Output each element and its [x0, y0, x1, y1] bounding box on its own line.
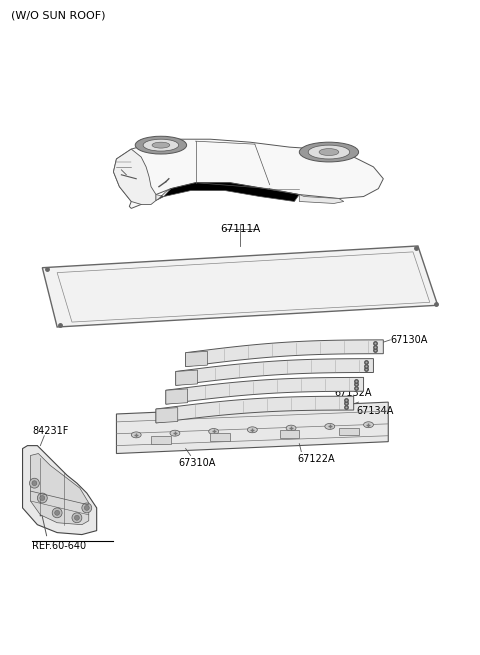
- Polygon shape: [166, 377, 363, 404]
- Text: 67130A: 67130A: [390, 335, 428, 345]
- FancyBboxPatch shape: [279, 430, 300, 438]
- Ellipse shape: [247, 427, 257, 433]
- Circle shape: [74, 515, 79, 520]
- Polygon shape: [23, 445, 96, 534]
- Ellipse shape: [131, 432, 141, 438]
- Polygon shape: [113, 140, 384, 208]
- Circle shape: [37, 493, 47, 503]
- Polygon shape: [156, 407, 178, 423]
- Ellipse shape: [308, 145, 350, 159]
- Circle shape: [52, 508, 62, 517]
- Polygon shape: [166, 389, 188, 404]
- Text: 84231F: 84231F: [33, 426, 69, 436]
- Text: 67134A: 67134A: [357, 406, 394, 416]
- Ellipse shape: [135, 136, 187, 154]
- Ellipse shape: [143, 140, 179, 151]
- Polygon shape: [300, 195, 344, 204]
- Polygon shape: [186, 351, 207, 367]
- Ellipse shape: [363, 422, 373, 428]
- Ellipse shape: [209, 428, 218, 434]
- Text: 67111A: 67111A: [220, 224, 260, 234]
- Ellipse shape: [319, 149, 339, 155]
- Polygon shape: [117, 402, 388, 453]
- Text: 67122A: 67122A: [297, 453, 335, 464]
- Ellipse shape: [152, 142, 170, 148]
- Circle shape: [55, 510, 60, 515]
- Polygon shape: [176, 359, 373, 385]
- Circle shape: [72, 513, 82, 523]
- Ellipse shape: [325, 424, 335, 430]
- Text: REF.60-640: REF.60-640: [33, 540, 86, 550]
- Ellipse shape: [300, 142, 359, 162]
- FancyBboxPatch shape: [151, 436, 171, 443]
- Circle shape: [82, 503, 92, 513]
- FancyBboxPatch shape: [339, 428, 359, 436]
- Ellipse shape: [170, 430, 180, 436]
- Polygon shape: [42, 246, 438, 327]
- Circle shape: [32, 481, 37, 485]
- Polygon shape: [156, 183, 300, 202]
- Polygon shape: [156, 396, 354, 423]
- Circle shape: [29, 478, 39, 488]
- Circle shape: [40, 496, 45, 500]
- Polygon shape: [186, 340, 384, 367]
- Text: 67310A: 67310A: [179, 458, 216, 468]
- Circle shape: [84, 506, 89, 510]
- Text: 67132A: 67132A: [334, 388, 372, 398]
- Polygon shape: [156, 189, 171, 200]
- Polygon shape: [30, 453, 89, 525]
- Ellipse shape: [286, 425, 296, 431]
- Text: (W/O SUN ROOF): (W/O SUN ROOF): [11, 10, 105, 21]
- Polygon shape: [176, 370, 197, 385]
- FancyBboxPatch shape: [210, 433, 230, 441]
- Polygon shape: [113, 149, 156, 204]
